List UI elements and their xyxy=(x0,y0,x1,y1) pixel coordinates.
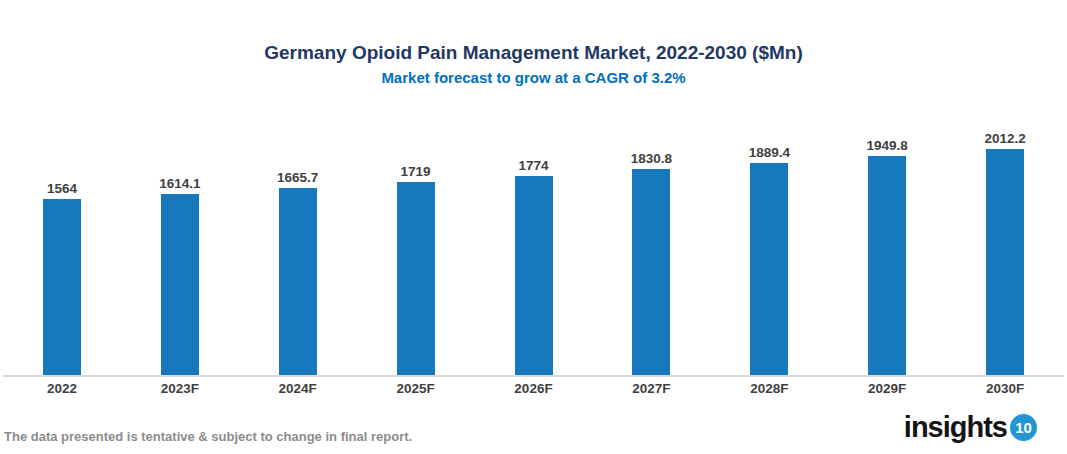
plot-area: 1564 1614.1 1665.7 1719 1774 1830.8 1889.4 1949… xyxy=(3,125,1064,377)
bar-column: 1614.1 xyxy=(121,125,239,375)
chart-page: Germany Opioid Pain Management Market, 2… xyxy=(0,0,1067,454)
x-axis-label: 2025F xyxy=(357,381,475,396)
bar xyxy=(161,194,199,375)
page-title: Germany Opioid Pain Management Market, 2… xyxy=(0,42,1067,64)
bar xyxy=(750,163,788,375)
bar-value-label: 1830.8 xyxy=(631,151,672,166)
bar-value-label: 1889.4 xyxy=(749,145,790,160)
bar-value-label: 1774 xyxy=(518,158,548,173)
x-axis-label: 2029F xyxy=(828,381,946,396)
bar-column: 1949.8 xyxy=(828,125,946,375)
page-subtitle: Market forecast to grow at a CAGR of 3.2… xyxy=(0,69,1067,86)
x-axis-label: 2023F xyxy=(121,381,239,396)
footnote: The data presented is tentative & subjec… xyxy=(4,429,412,444)
bar xyxy=(43,199,81,375)
bar-value-label: 1564 xyxy=(47,181,77,196)
bar-column: 1889.4 xyxy=(710,125,828,375)
bar-column: 1665.7 xyxy=(239,125,357,375)
x-axis-label: 2028F xyxy=(710,381,828,396)
bar xyxy=(279,188,317,375)
x-axis-labels: 20222023F2024F2025F2026F2027F2028F2029F2… xyxy=(3,381,1064,396)
x-axis-label: 2022 xyxy=(3,381,121,396)
bar xyxy=(986,149,1024,375)
bar-column: 1564 xyxy=(3,125,121,375)
bar-value-label: 1614.1 xyxy=(159,176,200,191)
logo-text: insights xyxy=(904,413,1007,442)
bar-value-label: 1719 xyxy=(401,164,431,179)
x-axis-label: 2024F xyxy=(239,381,357,396)
bar-column: 1774 xyxy=(475,125,593,375)
bar xyxy=(515,176,553,375)
bar xyxy=(397,182,435,375)
bar-value-label: 1665.7 xyxy=(277,170,318,185)
x-axis-label: 2026F xyxy=(475,381,593,396)
bar xyxy=(868,156,906,375)
bar-value-label: 2012.2 xyxy=(984,131,1025,146)
x-axis-label: 2030F xyxy=(946,381,1064,396)
bar xyxy=(632,169,670,375)
bar-column: 1830.8 xyxy=(592,125,710,375)
bar-value-label: 1949.8 xyxy=(867,138,908,153)
bar-column: 2012.2 xyxy=(946,125,1064,375)
bar-column: 1719 xyxy=(357,125,475,375)
x-axis-label: 2027F xyxy=(592,381,710,396)
insights10-logo: insights 10 xyxy=(904,413,1037,442)
logo-badge-icon: 10 xyxy=(1010,414,1037,441)
